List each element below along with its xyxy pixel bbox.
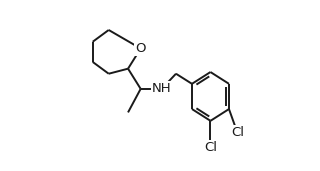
Text: Cl: Cl: [231, 126, 244, 139]
Text: NH: NH: [152, 82, 172, 95]
Text: Cl: Cl: [204, 141, 217, 154]
Text: O: O: [135, 42, 146, 55]
